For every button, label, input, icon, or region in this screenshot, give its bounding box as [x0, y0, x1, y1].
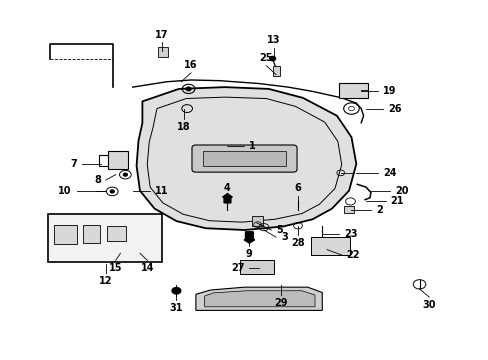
Text: 10: 10 — [58, 186, 72, 197]
Text: 23: 23 — [344, 229, 357, 239]
Text: 29: 29 — [274, 298, 287, 308]
Circle shape — [186, 87, 191, 91]
Text: 20: 20 — [394, 186, 408, 196]
Text: 3: 3 — [281, 232, 287, 242]
Bar — [252, 216, 263, 226]
Text: 30: 30 — [422, 300, 435, 310]
Text: 25: 25 — [259, 53, 273, 63]
Text: 26: 26 — [387, 104, 401, 113]
Text: 31: 31 — [169, 302, 183, 312]
Text: 24: 24 — [382, 168, 396, 178]
Bar — [158, 47, 168, 57]
Bar — [107, 226, 125, 242]
Bar — [108, 152, 127, 169]
FancyBboxPatch shape — [192, 145, 296, 172]
Text: 1: 1 — [249, 141, 256, 151]
Polygon shape — [196, 287, 322, 310]
Text: 19: 19 — [382, 86, 396, 96]
Text: 13: 13 — [266, 35, 280, 45]
Text: 28: 28 — [290, 238, 304, 248]
Text: 17: 17 — [155, 30, 168, 40]
Bar — [339, 83, 368, 98]
Circle shape — [269, 57, 275, 61]
Text: 11: 11 — [154, 186, 168, 197]
Text: 7: 7 — [70, 159, 77, 169]
Text: 15: 15 — [109, 263, 122, 273]
Circle shape — [110, 190, 114, 193]
Bar — [343, 206, 354, 213]
Bar — [83, 225, 100, 243]
Bar — [47, 214, 162, 262]
Bar — [54, 225, 77, 244]
Circle shape — [172, 288, 181, 294]
Bar — [272, 66, 280, 76]
Polygon shape — [204, 291, 314, 307]
Bar — [310, 237, 349, 255]
Bar — [239, 260, 273, 274]
Polygon shape — [136, 87, 356, 230]
Bar — [203, 151, 285, 166]
FancyArrow shape — [222, 194, 232, 203]
Text: 21: 21 — [389, 197, 403, 206]
Text: 14: 14 — [140, 263, 154, 273]
Text: 5: 5 — [276, 225, 282, 235]
Text: 9: 9 — [245, 249, 252, 259]
Text: 4: 4 — [224, 183, 230, 193]
Text: 6: 6 — [294, 183, 301, 193]
Text: 16: 16 — [184, 60, 197, 70]
Text: 8: 8 — [94, 175, 101, 185]
Text: 12: 12 — [99, 276, 112, 286]
Text: 27: 27 — [230, 262, 244, 273]
Text: 18: 18 — [177, 122, 190, 132]
Text: 2: 2 — [375, 205, 382, 215]
Circle shape — [123, 173, 127, 176]
FancyArrow shape — [244, 232, 254, 243]
Text: 22: 22 — [346, 250, 359, 260]
